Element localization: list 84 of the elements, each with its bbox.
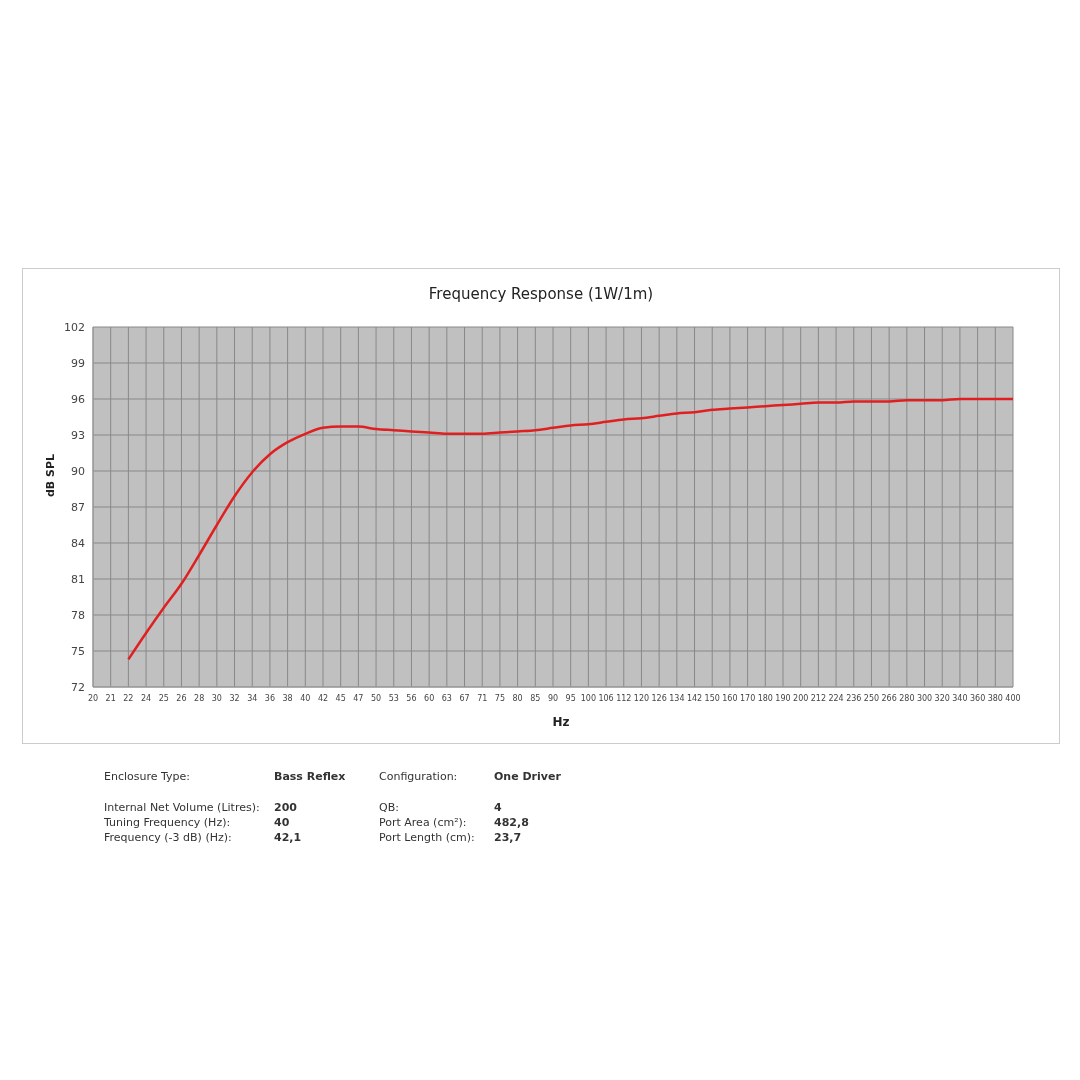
x-tick-label: 75 (494, 693, 506, 703)
x-tick-label: 20 (87, 693, 99, 703)
x-tick-label: 340 (952, 693, 968, 703)
y-tick-label: 90 (71, 464, 85, 478)
text: Enclosure Type: (104, 770, 191, 783)
x-tick-label: 112 (616, 693, 632, 703)
x-tick-label: 24 (140, 693, 152, 703)
x-tick-label: 106 (598, 693, 614, 703)
y-axis-title: dB SPL (44, 453, 58, 498)
y-tick-label: 84 (71, 536, 85, 550)
text: QB: (379, 800, 400, 814)
text: 4 (494, 800, 503, 814)
x-tick-label: 25 (158, 693, 169, 703)
line-series (127, 397, 1013, 661)
x-tick-label: 150 (704, 693, 720, 703)
x-tick-label: 63 (441, 693, 452, 703)
x-tick-label: 26 (176, 693, 187, 703)
x-tick-label: 80 (512, 693, 523, 703)
x-tick-label: 38 (282, 693, 293, 703)
text: Bass Reflex (274, 770, 347, 783)
x-tick-label: 126 (651, 693, 667, 703)
text: Configuration: (379, 770, 459, 783)
x-tick-label: 236 (846, 693, 862, 703)
x-tick-label: 42 (317, 693, 329, 703)
text: One Driver (494, 770, 562, 783)
x-tick-label: 300 (916, 693, 933, 703)
y-tick-label: 99 (71, 356, 85, 370)
x-tick-label: 67 (459, 693, 470, 703)
text: 40 (274, 816, 291, 829)
x-tick-label: 45 (335, 693, 346, 703)
text: Frequency (-3 dB) (Hz): (104, 831, 233, 844)
x-tick-label: 250 (863, 693, 880, 703)
x-tick-label: 22 (123, 693, 134, 703)
text: 482,8 (494, 816, 530, 829)
x-tick-label: 85 (530, 693, 541, 703)
y-tick-label: 75 (71, 644, 85, 658)
text: Port Length (cm): (379, 831, 476, 844)
x-tick-label: 47 (353, 693, 364, 703)
text: 42,1 (274, 831, 303, 844)
y-tick-label: 93 (71, 428, 85, 442)
x-tick-label: 90 (547, 693, 559, 703)
x-tick-label: 224 (828, 693, 844, 703)
x-tick-label: 380 (987, 693, 1003, 703)
x-tick-label: 320 (934, 693, 950, 703)
x-tick-label: 142 (686, 693, 703, 703)
x-tick-label: 200 (793, 693, 809, 703)
chart-title: Frequency Response (1W/1m) (427, 285, 655, 303)
text: 23,7 (494, 831, 523, 844)
y-tick-label: 81 (71, 572, 85, 586)
y-tick-label: 87 (71, 500, 85, 514)
x-tick-label: 360 (969, 693, 986, 703)
x-tick-label: 36 (264, 693, 276, 703)
x-tick-label: 60 (424, 693, 435, 703)
text: Internal Net Volume (Litres): (104, 800, 261, 814)
x-tick-label: 190 (775, 693, 791, 703)
text: Port Area (cm²): (379, 816, 468, 829)
y-tick-label: 78 (71, 608, 85, 622)
x-axis-title: Hz (551, 714, 571, 731)
y-tick-label: 96 (71, 392, 85, 406)
x-tick-label: 134 (669, 693, 685, 703)
x-tick-label: 53 (388, 693, 399, 703)
x-tick-label: 34 (247, 693, 258, 703)
text: 200 (274, 800, 298, 814)
x-tick-label: 95 (565, 693, 576, 703)
x-tick-label: 71 (477, 693, 488, 703)
x-tick-label: 32 (229, 693, 240, 703)
x-tick-label: 56 (406, 693, 417, 703)
x-tick-label: 212 (810, 693, 827, 703)
x-tick-label: 266 (881, 693, 897, 703)
x-tick-label: 30 (211, 693, 222, 703)
x-tick-label: 160 (722, 693, 738, 703)
x-tick-label: 28 (194, 693, 205, 703)
y-tick-label: 72 (71, 680, 85, 694)
x-tick-label: 50 (370, 693, 382, 703)
x-tick-label: 21 (105, 693, 116, 703)
x-tick-label: 280 (899, 693, 915, 703)
text: Tuning Frequency (Hz): (104, 816, 232, 829)
x-tick-label: 400 (1005, 693, 1021, 703)
x-tick-label: 40 (300, 693, 311, 703)
x-tick-label: 180 (757, 693, 773, 703)
y-tick-label: 102 (64, 320, 85, 334)
x-tick-label: 170 (739, 693, 756, 703)
x-tick-label: 100 (580, 693, 597, 703)
x-tick-label: 120 (633, 693, 650, 703)
